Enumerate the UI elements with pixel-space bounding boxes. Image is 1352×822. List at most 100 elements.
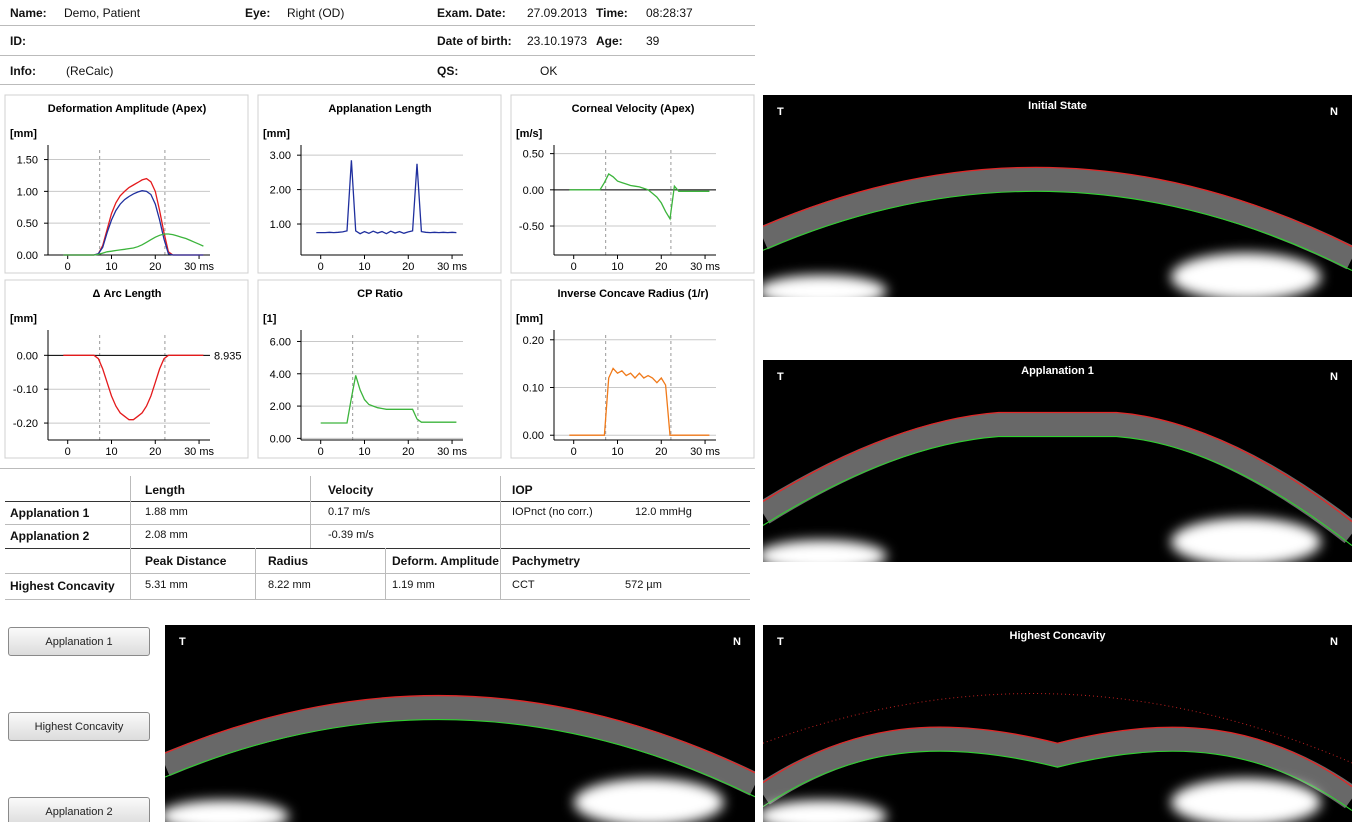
data-line [569, 172, 710, 221]
scan: Applanation 1 T N [756, 365, 1352, 572]
col-line [255, 548, 256, 599]
data-line [569, 367, 710, 436]
scan-title: Highest Concavity [1010, 630, 1107, 642]
iris-left [159, 800, 289, 822]
column-header: Velocity [328, 483, 374, 497]
y-tick-label: 0.50 [17, 218, 38, 230]
label: Age: [596, 34, 623, 48]
panel-border [257, 279, 502, 459]
x-tick-label: 0 [65, 261, 71, 273]
cell: 8.22 mm [268, 579, 311, 591]
data-line [316, 160, 457, 235]
value: OK [540, 64, 558, 78]
separator [0, 55, 755, 56]
x-tick-label: 20 [149, 261, 161, 273]
y-tick-label: 2.00 [270, 185, 291, 197]
x-tick-label: 0 [318, 446, 324, 458]
value: 08:28:37 [646, 6, 693, 20]
y-tick-label: 0.10 [523, 383, 544, 395]
side-label: T [777, 636, 784, 648]
y-tick-label: 2.00 [270, 401, 291, 413]
x-tick-label: 30 ms [690, 261, 720, 273]
col-line [130, 476, 131, 599]
data-line [320, 375, 457, 424]
x-tick-label: 0 [571, 261, 577, 273]
charts: Deformation Amplitude (Apex) [mm] 0.00 0.50… [4, 94, 755, 459]
cornea-band [758, 167, 1352, 270]
scan: Highest Concavity T N [756, 630, 1352, 822]
label: Eye: [245, 6, 271, 20]
side-label: N [1330, 106, 1338, 118]
cell: IOPnct (no corr.) [512, 506, 593, 518]
row-line [5, 524, 750, 525]
column-header: Pachymetry [512, 554, 581, 568]
value: Demo, Patient [64, 6, 141, 20]
label: Name: [10, 6, 47, 20]
scan-image: Applanation 1 T N [756, 360, 1352, 572]
column-header: Length [145, 483, 185, 497]
panel-border [4, 279, 249, 459]
cell: 1.88 mm [145, 506, 188, 518]
cell: CCT [512, 579, 535, 591]
scan-title: Applanation 1 [1021, 365, 1094, 377]
chart-panel: Deformation Amplitude (Apex) [mm] 0.00 0.50… [4, 94, 249, 274]
row-line [5, 599, 750, 600]
posterior-edge [762, 190, 1352, 271]
button[interactable]: Highest Concavity [8, 712, 150, 741]
col-line [385, 548, 386, 599]
column-header: Deform. Amplitude [392, 554, 499, 568]
x-tick-label: 10 [105, 261, 117, 273]
anterior-edge [762, 411, 1352, 523]
chart-title: Applanation Length [328, 103, 432, 115]
side-label: T [777, 106, 784, 118]
column-header: Peak Distance [145, 554, 227, 568]
y-tick-label: -0.20 [13, 418, 38, 430]
chart-title: Inverse Concave Radius (1/r) [557, 288, 708, 300]
y-tick-label: -0.10 [13, 384, 38, 396]
cell: 0.17 m/s [328, 506, 371, 518]
y-tick-label: 1.50 [17, 155, 38, 167]
x-tick-label: 20 [402, 261, 414, 273]
x-tick-label: 30 ms [437, 261, 467, 273]
y-unit: [mm] [10, 128, 37, 140]
anterior-edge [762, 726, 1352, 788]
y-tick-label: 0.00 [523, 430, 544, 442]
row-line [5, 548, 750, 549]
value: 27.09.2013 [527, 6, 588, 20]
side-label: T [777, 371, 784, 383]
chart-panel: Δ Arc Length [mm] -0.20 -0.10 0.00 0 10 20 30 ms… [4, 279, 249, 459]
row-line [5, 573, 750, 574]
posterior-edge [762, 435, 1352, 547]
anterior-edge [762, 166, 1352, 248]
value: (ReCalc) [66, 64, 114, 78]
side-label: N [1330, 371, 1338, 383]
separator [0, 84, 755, 85]
reference-arc [762, 693, 1352, 764]
button[interactable]: Applanation 1 [8, 627, 150, 656]
x-tick-label: 20 [655, 261, 667, 273]
value: Right (OD) [287, 6, 345, 20]
data-line [63, 233, 204, 256]
side-label: N [1330, 636, 1338, 648]
label: ID: [10, 34, 26, 48]
col-line [310, 476, 311, 548]
y-tick-label: -0.50 [519, 221, 544, 233]
scan: Initial State T N [756, 100, 1352, 307]
iris-right [1170, 517, 1321, 566]
annotation: 8.935 [214, 350, 242, 362]
panel-border [257, 94, 502, 274]
iris-left [756, 800, 887, 822]
chart-panel: Corneal Velocity (Apex) [m/s] -0.50 0.00 0.5… [510, 94, 755, 274]
panel-border [4, 94, 249, 274]
column-header: IOP [512, 483, 533, 497]
y-tick-label: 0.00 [523, 185, 544, 197]
scan-title: Initial State [1028, 100, 1087, 112]
button[interactable]: Applanation 2 [8, 797, 150, 822]
row-header: Highest Concavity [10, 579, 115, 593]
cell: 572 µm [625, 579, 662, 591]
separator [0, 25, 755, 26]
label: QS: [437, 64, 459, 78]
iris-left [756, 539, 887, 572]
x-tick-label: 10 [105, 446, 117, 458]
